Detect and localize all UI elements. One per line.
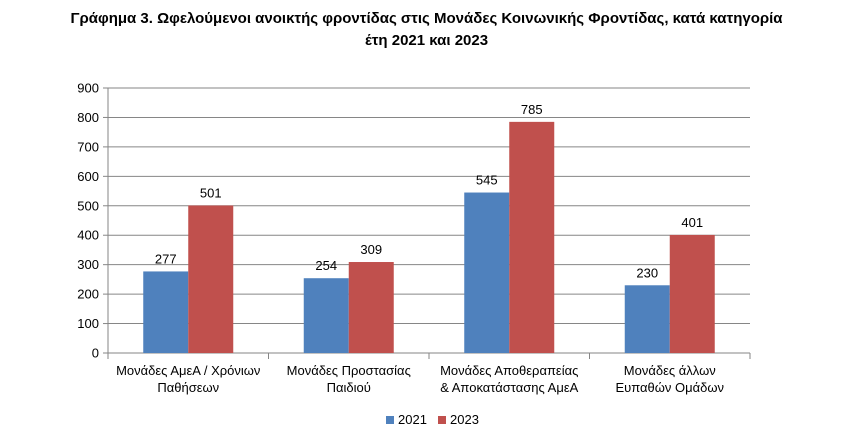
bar-2021-1 [303, 278, 349, 353]
y-tick-label-100: 100 [77, 316, 99, 331]
y-tick-label-500: 500 [77, 198, 99, 213]
category-label-2-line-1: Μονάδες Αποθεραπείας [440, 363, 578, 378]
data-label-2023-0: 501 [200, 185, 222, 200]
data-label-2023-3: 401 [681, 215, 703, 230]
y-tick-label-600: 600 [77, 169, 99, 184]
category-label-1-line-1: Μονάδες Προστασίας [287, 363, 411, 378]
legend-swatch-2023 [438, 416, 446, 424]
data-label-2021-3: 230 [636, 265, 658, 280]
data-label-2023-2: 785 [521, 102, 543, 117]
legend-label-2021: 2021 [398, 412, 427, 427]
bar-2021-0 [143, 271, 189, 353]
y-tick-label-400: 400 [77, 228, 99, 243]
category-label-2-line-2: & Αποκατάστασης ΑμεΑ [440, 380, 578, 395]
y-tick-label-700: 700 [77, 139, 99, 154]
legend-label-2023: 2023 [450, 412, 479, 427]
data-label-2021-2: 545 [476, 173, 498, 188]
y-tick-label-800: 800 [77, 110, 99, 125]
bar-2023-3 [669, 234, 715, 353]
data-label-2021-0: 277 [155, 251, 177, 266]
data-label-2021-1: 254 [315, 258, 337, 273]
y-tick-label-0: 0 [92, 346, 99, 361]
category-label-1-line-2: Παιδιού [327, 380, 371, 395]
y-tick-label-900: 900 [77, 81, 99, 96]
bar-2023-2 [509, 121, 555, 353]
bar-2021-3 [624, 285, 670, 353]
category-label-3-line-2: Ευπαθών Ομάδων [615, 380, 724, 395]
category-label-0-line-1: Μονάδες ΑμεΑ / Χρόνιων [116, 363, 260, 378]
bar-2023-1 [348, 262, 394, 353]
y-tick-label-200: 200 [77, 287, 99, 302]
bar-2023-0 [188, 205, 234, 353]
legend-swatch-2021 [386, 416, 394, 424]
y-tick-label-300: 300 [77, 257, 99, 272]
chart-title: Γράφημα 3. Ωφελούμενοι ανοικτής φροντίδα… [0, 8, 853, 52]
category-label-0-line-2: Παθήσεων [157, 380, 219, 395]
data-label-2023-1: 309 [360, 242, 382, 257]
chart-title-line-1: Γράφημα 3. Ωφελούμενοι ανοικτής φροντίδα… [70, 10, 783, 27]
chart-title-line-2: έτη 2021 και 2023 [364, 32, 489, 49]
bar-2021-2 [464, 192, 510, 353]
category-label-3-line-1: Μονάδες άλλων [624, 363, 716, 378]
